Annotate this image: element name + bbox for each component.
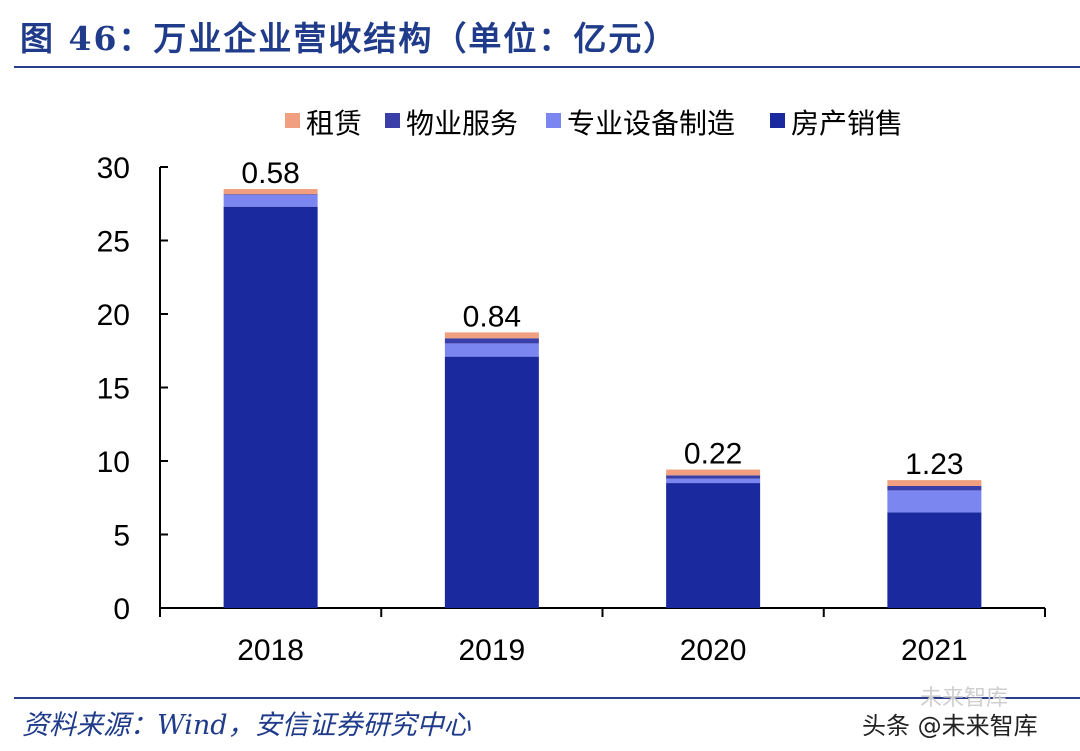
y-tick-label: 5 (113, 520, 130, 553)
bar-data-label: 0.84 (463, 300, 521, 333)
bar-segment (444, 338, 539, 344)
bar-segment (666, 475, 761, 479)
bar-segment (666, 478, 761, 484)
bar-segment (223, 194, 318, 207)
page-title: 图 46：万业企业营收结构（单位：亿元） (20, 19, 679, 58)
bar-segment (887, 490, 982, 513)
legend-swatch (385, 113, 400, 128)
bar-segment (444, 343, 539, 357)
x-tick-label: 2020 (680, 634, 747, 667)
bar-data-label: 0.58 (241, 157, 299, 190)
chart-legend: 租赁 物业服务 专业设备制造 房产销售 (285, 107, 903, 140)
bar-segment (887, 485, 982, 491)
y-tick-label: 30 (97, 152, 130, 185)
bar-segment (444, 332, 539, 339)
legend-swatch (546, 113, 561, 128)
x-tick-label: 2021 (901, 634, 968, 667)
legend-label: 房产销售 (791, 107, 903, 140)
legend-label: 专业设备制造 (567, 107, 735, 140)
y-axis: 0 5 10 15 20 25 30 (97, 152, 168, 626)
bar-group (223, 189, 982, 608)
watermark-text: 头条 @未来智库 (862, 712, 1038, 740)
footer-divider (14, 697, 1080, 699)
bar-segment (666, 469, 761, 476)
watermark-ghost-text: 未来智库 (920, 686, 1009, 711)
x-tick-label: 2018 (237, 634, 304, 667)
legend-label: 物业服务 (406, 107, 518, 140)
bar-data-label: 1.23 (905, 448, 963, 481)
bar-segment (223, 206, 318, 608)
title-divider (14, 66, 1080, 68)
bar-segment (444, 356, 539, 608)
bar-segment (887, 480, 982, 486)
y-tick-label: 20 (97, 299, 130, 332)
y-tick-label: 15 (97, 373, 130, 406)
y-tick-label: 10 (97, 446, 130, 479)
bar-segment (223, 194, 318, 195)
x-axis: 2018 2019 2020 2021 (159, 607, 1046, 667)
bar-segment (887, 512, 982, 608)
bar-segment (223, 189, 318, 195)
legend-swatch (285, 113, 300, 128)
legend-swatch (770, 113, 785, 128)
x-tick-label: 2019 (459, 634, 526, 667)
source-note: 资料来源：Wind，安信证券研究中心 (22, 710, 471, 741)
y-tick-label: 25 (97, 226, 130, 259)
y-tick-label: 0 (113, 593, 130, 626)
bar-data-label: 0.22 (684, 438, 742, 471)
bar-segment (666, 483, 761, 608)
data-labels: 0.58 0.84 0.22 1.23 (241, 157, 963, 481)
legend-label: 租赁 (306, 107, 362, 140)
